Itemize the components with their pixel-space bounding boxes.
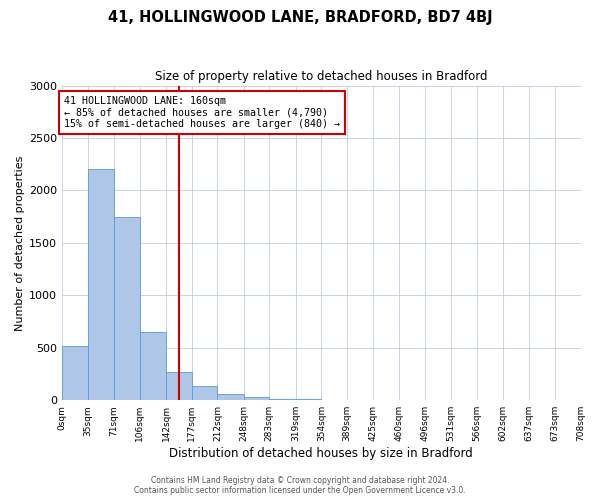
Bar bbox=[269, 398, 296, 400]
Bar bbox=[140, 332, 166, 400]
Bar bbox=[192, 386, 217, 400]
X-axis label: Distribution of detached houses by size in Bradford: Distribution of detached houses by size … bbox=[169, 447, 473, 460]
Title: Size of property relative to detached houses in Bradford: Size of property relative to detached ho… bbox=[155, 70, 488, 83]
Text: Contains HM Land Registry data © Crown copyright and database right 2024.
Contai: Contains HM Land Registry data © Crown c… bbox=[134, 476, 466, 495]
Bar bbox=[114, 216, 140, 400]
Bar bbox=[166, 372, 192, 400]
Bar bbox=[62, 346, 88, 400]
Bar bbox=[244, 397, 269, 400]
Y-axis label: Number of detached properties: Number of detached properties bbox=[15, 155, 25, 330]
Text: 41 HOLLINGWOOD LANE: 160sqm
← 85% of detached houses are smaller (4,790)
15% of : 41 HOLLINGWOOD LANE: 160sqm ← 85% of det… bbox=[64, 96, 340, 129]
Bar bbox=[217, 394, 244, 400]
Text: 41, HOLLINGWOOD LANE, BRADFORD, BD7 4BJ: 41, HOLLINGWOOD LANE, BRADFORD, BD7 4BJ bbox=[107, 10, 493, 25]
Bar bbox=[88, 170, 114, 400]
